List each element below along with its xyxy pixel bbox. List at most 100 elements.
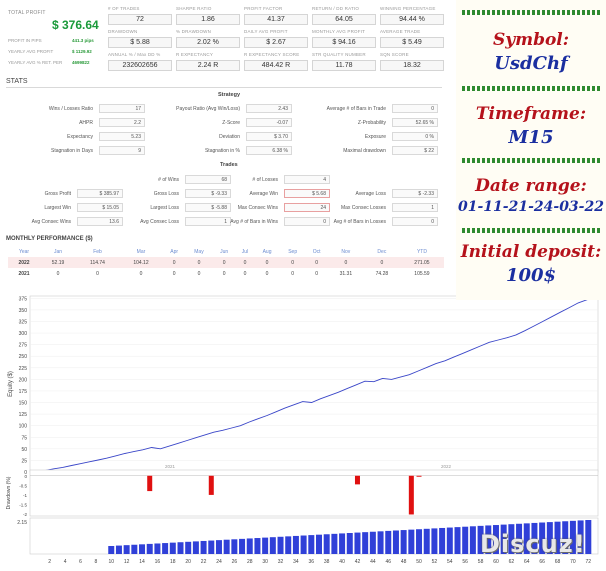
month-value-cell: 74.28 bbox=[375, 270, 389, 277]
x-tick: 30 bbox=[262, 559, 268, 565]
metric-4: WINNING PERCENTAGE 94.44 % bbox=[380, 6, 444, 27]
metric-value: 232602656 bbox=[108, 60, 172, 71]
stat-label: Max Consec Losses bbox=[340, 205, 386, 211]
metric-1: SHARPE RATIO 1.86 bbox=[176, 6, 240, 27]
equity-y-tick: 50 bbox=[21, 447, 27, 453]
equity-y-tick: 350 bbox=[19, 308, 28, 314]
metric-label: % DRAWDOWN bbox=[176, 29, 212, 34]
yearly-avg-profit-value: $ 1129.92 bbox=[72, 49, 92, 54]
stat-label: Average Loss bbox=[355, 191, 386, 197]
stat-label: Gross Profit bbox=[44, 191, 71, 197]
stat-value: 0 bbox=[392, 104, 438, 113]
stat-value: 1 bbox=[185, 217, 231, 226]
profit-in-pips-value: 441.3 pips bbox=[72, 38, 94, 43]
stagnation-bar bbox=[439, 527, 446, 554]
stat-row: Max Consec Losses 1 bbox=[332, 203, 438, 212]
equity-y-tick: 375 bbox=[19, 296, 28, 302]
stagnation-bar bbox=[246, 538, 253, 554]
month-header: Jul bbox=[241, 249, 249, 255]
stat-value: $ 3.70 bbox=[246, 132, 292, 141]
stagnation-bar bbox=[354, 532, 361, 554]
stagnation-bar bbox=[285, 536, 292, 554]
month-header: Jan bbox=[53, 249, 63, 255]
summary-grid: TOTAL PROFIT $ 376.64 PROFIT IN PIPS 441… bbox=[6, 4, 446, 76]
date-range-label: Date range: bbox=[475, 176, 587, 196]
stagnation-bar bbox=[200, 540, 207, 554]
stagnation-bar bbox=[539, 522, 546, 554]
profit-in-pips-row: PROFIT IN PIPS 441.3 pips bbox=[8, 38, 108, 43]
stat-label: AHPR bbox=[79, 120, 93, 126]
stat-row: Z-Score -0.07 bbox=[150, 118, 292, 127]
drawdown-y-tick: -0.5 bbox=[19, 483, 27, 488]
stat-label: Average Win bbox=[249, 191, 278, 197]
stagnation-bar bbox=[385, 530, 392, 554]
equity-y-tick: 0 bbox=[24, 470, 27, 476]
metric-0: # OF TRADES 72 bbox=[108, 6, 172, 27]
stagnation-bar bbox=[400, 530, 407, 554]
x-tick: 52 bbox=[432, 559, 438, 565]
stagnation-bar bbox=[316, 534, 322, 554]
month-value-cell: 0 bbox=[363, 257, 400, 268]
month-value-cell: 105.59 bbox=[414, 270, 430, 277]
stagnation-bar bbox=[231, 539, 238, 554]
metric-value: $ 5.88 bbox=[108, 37, 172, 48]
stat-row: Gross Loss $ -9.33 bbox=[125, 189, 231, 198]
stat-value: 52.65 % bbox=[392, 118, 438, 127]
stat-row: AHPR 2.2 bbox=[30, 118, 145, 127]
stat-value: -0.07 bbox=[246, 118, 292, 127]
x-tick: 40 bbox=[339, 559, 345, 565]
drawdown-y-tick: -1.5 bbox=[19, 503, 27, 508]
metric-label: AVERAGE TRADE bbox=[380, 29, 421, 34]
month-header: Sep bbox=[288, 249, 298, 255]
stat-row: # of Wins 68 bbox=[150, 175, 231, 184]
month-value-cell: 0 bbox=[291, 270, 295, 277]
total-profit-block: TOTAL PROFIT $ 376.64 PROFIT IN PIPS 441… bbox=[6, 4, 106, 76]
stat-row: Stagnation in % 6.38 % bbox=[150, 146, 292, 155]
year-label-2021: 2021 bbox=[165, 464, 176, 469]
equity-y-tick: 250 bbox=[19, 354, 28, 360]
month-header: Year bbox=[18, 249, 30, 255]
x-tick: 56 bbox=[462, 559, 468, 565]
stagnation-bar bbox=[500, 524, 507, 554]
metric-13: STR QUALITY NUMBER 11.78 bbox=[312, 52, 376, 73]
x-tick: 44 bbox=[370, 559, 376, 565]
yearly-avg-ret-row: YEARLY AVG % RET. PER 4699822 bbox=[8, 60, 108, 65]
x-tick: 14 bbox=[139, 559, 145, 565]
stat-value: 0 bbox=[284, 217, 330, 226]
info-panel: Symbol: UsdChf Timeframe: M15 Date range… bbox=[456, 0, 606, 300]
metric-value: 94.44 % bbox=[380, 14, 444, 25]
x-tick: 48 bbox=[401, 559, 407, 565]
stagnation-bar bbox=[208, 540, 215, 554]
equity-y-tick: 300 bbox=[19, 331, 28, 337]
stagnation-bar bbox=[446, 527, 453, 554]
stat-label: Avg # of Bars in Wins bbox=[230, 219, 278, 225]
stagnation-bar bbox=[323, 534, 330, 554]
stat-value: $ -9.33 bbox=[185, 189, 231, 198]
symbol-value: UsdChf bbox=[494, 53, 568, 74]
metric-label: DRAWDOWN bbox=[108, 29, 138, 34]
metric-12: R EXPECTANCY SCORE 484.42 R bbox=[244, 52, 308, 73]
metric-value: $ 94.16 bbox=[312, 37, 376, 48]
monthly-performance-table: Year Jan Feb Mar Apr May Jun Jul Aug Sep Oct Nov Dec… bbox=[8, 247, 444, 279]
stat-row: Wins / Losses Ratio 17 bbox=[30, 104, 145, 113]
month-value-cell: 0 bbox=[96, 270, 99, 277]
stagnation-bar bbox=[462, 526, 469, 554]
metric-value: 484.42 R bbox=[244, 60, 308, 71]
month-value-cell: 0 bbox=[279, 257, 306, 268]
fence-decoration bbox=[462, 10, 602, 15]
metric-5: DRAWDOWN $ 5.88 bbox=[108, 29, 172, 50]
metric-value: 11.78 bbox=[312, 60, 376, 71]
equity-y-tick: 150 bbox=[19, 401, 28, 407]
stat-label: Largest Win bbox=[44, 205, 71, 211]
stagnation-bar bbox=[239, 538, 246, 554]
x-tick: 16 bbox=[155, 559, 161, 565]
stagnation-bar bbox=[577, 520, 584, 554]
drawdown-bar bbox=[408, 475, 414, 515]
fence-decoration bbox=[462, 228, 602, 233]
stagnation-bar bbox=[516, 523, 523, 554]
stagnation-bar bbox=[223, 539, 230, 554]
metric-3: RETURN / DD RATIO 64.05 bbox=[312, 6, 376, 27]
fence-decoration bbox=[462, 86, 602, 91]
stagnation-bar bbox=[292, 535, 299, 554]
equity-y-tick: 75 bbox=[21, 435, 27, 441]
